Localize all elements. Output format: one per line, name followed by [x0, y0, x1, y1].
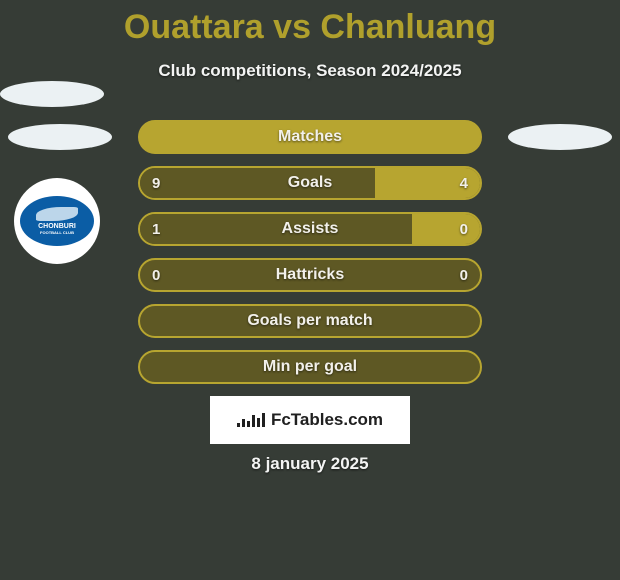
brand-bar: [247, 421, 250, 427]
club-left-badge: CHONBURI FOOTBALL CLUB: [14, 178, 100, 264]
stat-row: Goals per match: [138, 304, 482, 338]
page-title: Ouattara vs Chanluang: [0, 0, 620, 47]
branding-text: FcTables.com: [271, 410, 383, 430]
stat-value-right: 0: [460, 260, 468, 290]
player-left-avatar-placeholder: [8, 124, 112, 150]
stat-value-left: 0: [152, 260, 160, 290]
player-right-avatar-placeholder: [508, 124, 612, 150]
fctables-branding: FcTables.com: [210, 396, 410, 444]
club-right-badge-placeholder: [0, 81, 104, 107]
stat-row: Hattricks0 0: [138, 258, 482, 292]
stat-label: Goals per match: [140, 306, 480, 336]
page-subtitle: Club competitions, Season 2024/2025: [0, 61, 620, 81]
stat-value-right: 4: [460, 168, 468, 198]
stat-row: Min per goal: [138, 350, 482, 384]
bar-chart-icon: [237, 413, 265, 427]
brand-bar: [252, 415, 255, 427]
shark-icon: [36, 207, 78, 221]
stat-value-right: 0: [460, 214, 468, 244]
stat-value-left: 1: [152, 214, 160, 244]
stat-row: Goals9 4: [138, 166, 482, 200]
brand-bar: [242, 419, 245, 427]
club-sub: FOOTBALL CLUB: [40, 231, 74, 235]
comparison-infographic: Ouattara vs Chanluang Club competitions,…: [0, 0, 620, 580]
brand-bar: [257, 418, 260, 427]
brand-bar: [262, 413, 265, 427]
brand-bar: [237, 423, 240, 427]
stat-label: Hattricks: [140, 260, 480, 290]
stat-label: Matches: [140, 122, 480, 152]
stat-label: Goals: [140, 168, 480, 198]
stat-row: Assists1 0: [138, 212, 482, 246]
stat-label: Assists: [140, 214, 480, 244]
chonburi-logo: CHONBURI FOOTBALL CLUB: [20, 196, 94, 246]
stat-row: Matches: [138, 120, 482, 154]
stat-value-left: 9: [152, 168, 160, 198]
stats-panel: MatchesGoals94Assists10Hattricks00Goals …: [138, 120, 482, 396]
generation-date: 8 january 2025: [0, 454, 620, 474]
stat-label: Min per goal: [140, 352, 480, 382]
